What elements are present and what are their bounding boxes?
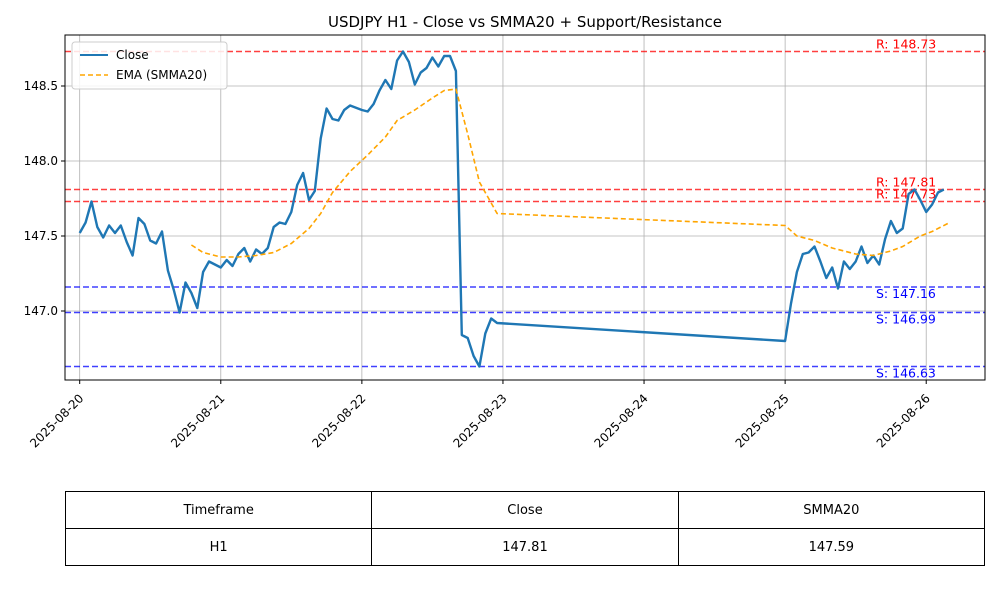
x-tick-label: 2025-08-26: [874, 391, 933, 450]
resistance-label: R: 147.81: [876, 175, 936, 190]
legend-box: [71, 41, 228, 90]
x-tick-label: 2025-08-22: [309, 391, 368, 450]
resistance-label: R: 148.73: [876, 37, 936, 52]
chart-title: USDJPY H1 - Close vs SMMA20 + Support/Re…: [328, 13, 722, 31]
legend-close-label: Close: [116, 48, 149, 62]
table-cell: H1: [64, 528, 373, 566]
table-row: H1 147.81 147.59: [64, 528, 986, 566]
x-tick-label: 2025-08-23: [450, 391, 509, 450]
y-tick-label: 147.5: [24, 229, 58, 243]
support-label: S: 147.16: [876, 286, 936, 301]
y-tick-label: 148.5: [24, 79, 58, 93]
x-tick-label: 2025-08-20: [27, 391, 86, 450]
table-header-cell: SMMA20: [677, 491, 986, 529]
table-cell: 147.81: [371, 528, 679, 566]
resistance-label: R: 147.73: [876, 187, 936, 202]
series: [78, 50, 951, 368]
summary-table: Timeframe Close SMMA20 H1 147.81 147.59: [64, 491, 986, 566]
table-header-cell: Timeframe: [64, 491, 373, 529]
x-tick-label: 2025-08-21: [168, 391, 227, 450]
legend-smma-label: EMA (SMMA20): [116, 68, 207, 82]
x-tick-label: 2025-08-25: [733, 391, 792, 450]
legend: Close EMA (SMMA20): [71, 41, 228, 90]
smma20-line: [190, 88, 951, 258]
plot-frame: [64, 34, 986, 381]
close-price-line: [78, 50, 945, 368]
support-label: S: 146.63: [876, 366, 936, 381]
table-header-cell: Close: [371, 491, 679, 529]
table-cell: 147.59: [677, 528, 986, 566]
x-tick-label: 2025-08-24: [592, 391, 651, 450]
support-label: S: 146.99: [876, 312, 936, 327]
table-header-row: Timeframe Close SMMA20: [64, 491, 986, 529]
y-tick-label: 147.0: [24, 304, 58, 318]
y-tick-label: 148.0: [24, 154, 58, 168]
axis-ticks: 2025-08-20 2025-08-21 2025-08-22 2025-08-23…: [24, 79, 933, 451]
